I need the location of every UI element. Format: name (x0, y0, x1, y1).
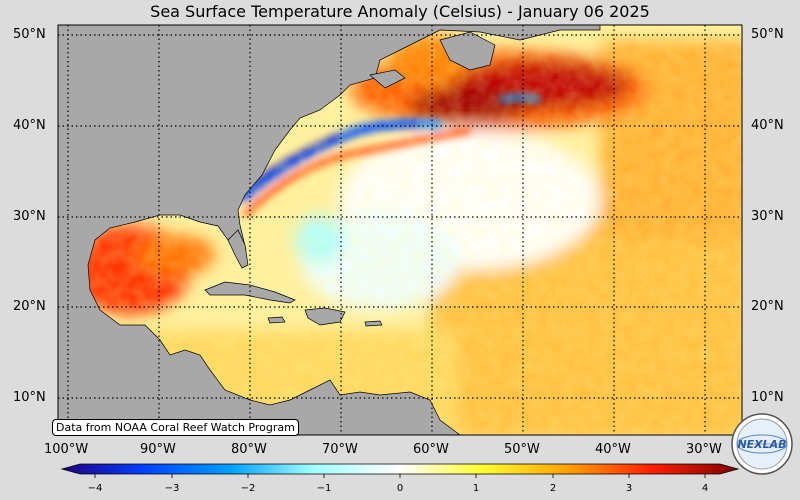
lon-label-60w: 60°W (413, 442, 449, 457)
ocean-field (58, 25, 742, 435)
lon-label-40w: 40°W (595, 442, 631, 457)
colorbar-tick-3: 3 (625, 483, 633, 494)
chart-title: Sea Surface Temperature Anomaly (Celsius… (150, 2, 650, 21)
colorbar-tick-0: 0 (396, 483, 404, 494)
colorbar-tick-neg4: −4 (87, 483, 103, 494)
lat-label-20n-right: 20°N (751, 299, 784, 314)
lon-label-100w: 100°W (44, 442, 89, 457)
colorbar-tick-2: 2 (549, 483, 557, 494)
lon-label-80w: 80°W (231, 442, 267, 457)
lat-label-50n-left: 50°N (13, 27, 46, 42)
colorbar-tick-neg3: −3 (164, 483, 180, 494)
land (58, 25, 601, 435)
lon-label-90w: 90°W (140, 442, 176, 457)
colorbar-tick-1: 1 (472, 483, 480, 494)
lon-label-70w: 70°W (322, 442, 358, 457)
lat-label-50n-right: 50°N (751, 27, 784, 42)
colorbar-tick-neg2: −2 (240, 483, 256, 494)
lat-label-40n-right: 40°N (751, 118, 784, 133)
lat-label-10n-left: 10°N (13, 390, 46, 405)
lat-label-40n-left: 40°N (13, 118, 46, 133)
colorbar-tick-neg1: −1 (316, 483, 332, 494)
gridlines (58, 25, 742, 435)
lat-label-30n-right: 30°N (751, 209, 784, 224)
data-credit: Data from NOAA Coral Reef Watch Program (52, 419, 299, 436)
lon-label-50w: 50°W (504, 442, 540, 457)
lat-label-30n-left: 30°N (13, 209, 46, 224)
nexlab-logo: NEXLAB (731, 413, 793, 475)
logo-text: NEXLAB (737, 438, 786, 451)
lat-label-20n-left: 20°N (13, 299, 46, 314)
colorbar-tick-4: 4 (701, 483, 709, 494)
lon-label-30w: 30°W (686, 442, 722, 457)
colorbar (60, 463, 740, 478)
lat-label-10n-right: 10°N (751, 390, 784, 405)
